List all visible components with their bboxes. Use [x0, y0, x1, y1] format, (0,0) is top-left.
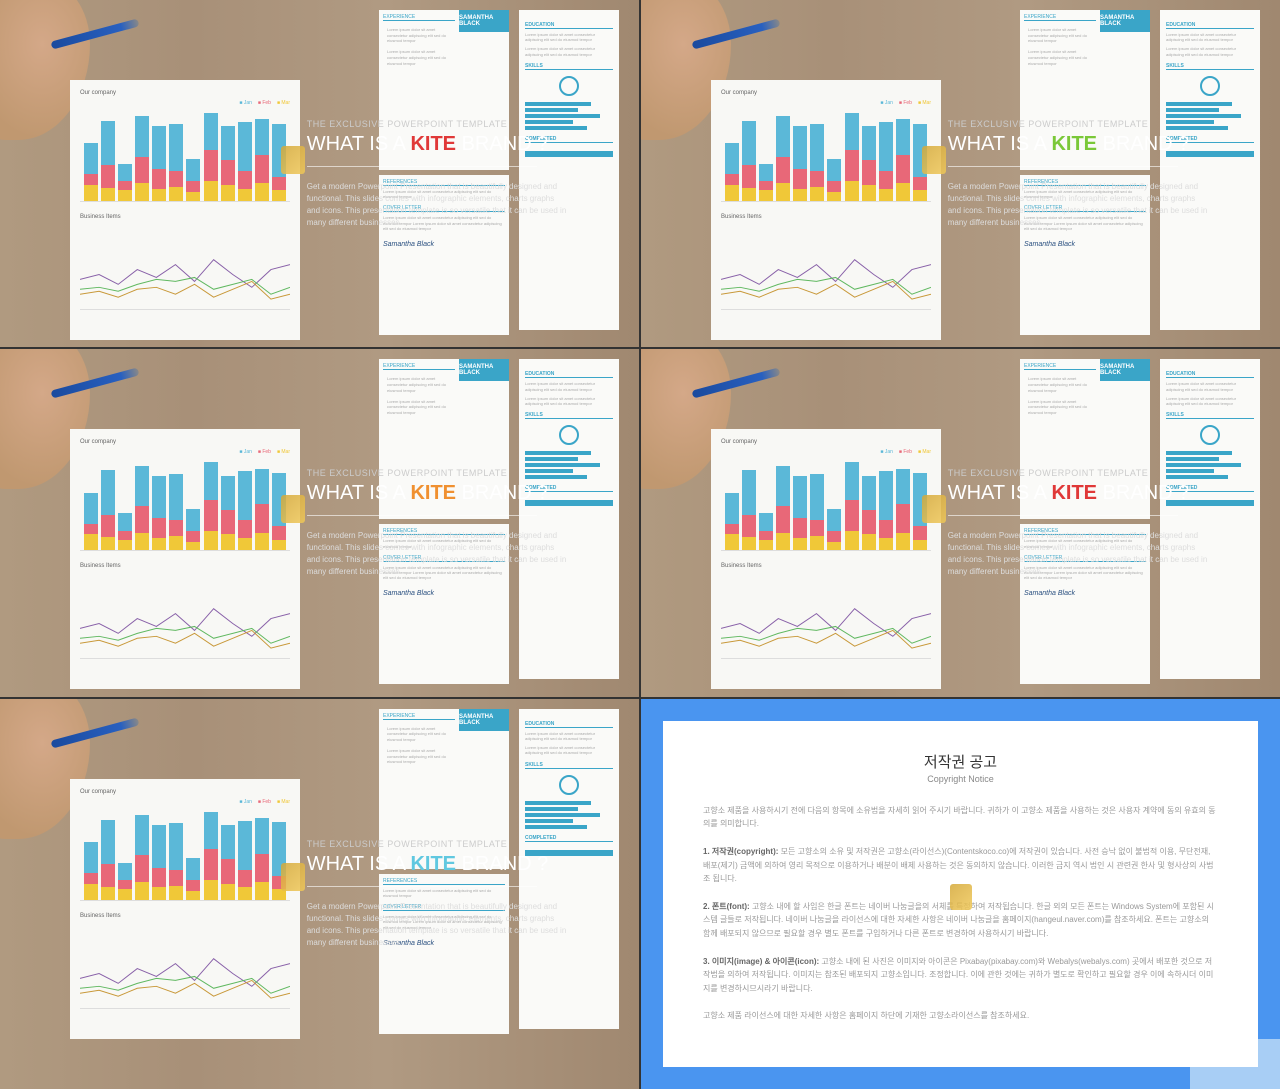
overlay-title: WHAT IS A KITE BRAND ? [948, 482, 1248, 505]
text-overlay: THE EXCLUSIVE POWERPOINT TEMPLATE WHAT I… [641, 0, 1280, 347]
text-overlay: THE EXCLUSIVE POWERPOINT TEMPLATE WHAT I… [641, 349, 1280, 696]
overlay-body: Get a modern Powerpoint Presentation tha… [307, 530, 567, 578]
overlay-body: Get a modern Powerpoint Presentation tha… [948, 181, 1208, 229]
notice-footer: 고향소 제품 라이선스에 대한 자세한 사항은 홈페이지 하단에 기재한 고향소… [703, 1009, 1218, 1023]
overlay-subtitle: THE EXCLUSIVE POWERPOINT TEMPLATE [307, 839, 607, 849]
overlay-title: WHAT IS A KITE BRAND ? [307, 853, 607, 876]
notice-subtitle: Copyright Notice [703, 774, 1218, 784]
slide-4: Our company Jan Feb Mar [641, 349, 1280, 696]
overlay-subtitle: THE EXCLUSIVE POWERPOINT TEMPLATE [948, 119, 1248, 129]
slide-5: Our company Jan Feb Mar [0, 699, 639, 1089]
overlay-body: Get a modern Powerpoint Presentation tha… [307, 901, 567, 949]
slide-3: Our company Jan Feb Mar [0, 349, 639, 696]
notice-box: 저작권 공고 Copyright Notice 고향소 제품을 사용하시기 전에… [663, 721, 1258, 1067]
notice-section-image: 3. 이미지(image) & 아이콘(icon): 고향소 내에 된 사진은 … [703, 955, 1218, 996]
overlay-subtitle: THE EXCLUSIVE POWERPOINT TEMPLATE [307, 468, 607, 478]
text-overlay: THE EXCLUSIVE POWERPOINT TEMPLATE WHAT I… [0, 349, 639, 696]
slide-notice: 저작권 공고 Copyright Notice 고향소 제품을 사용하시기 전에… [641, 699, 1280, 1089]
overlay-title: WHAT IS A KITE BRAND ? [307, 482, 607, 505]
notice-title: 저작권 공고 [703, 751, 1218, 772]
overlay-subtitle: THE EXCLUSIVE POWERPOINT TEMPLATE [948, 468, 1248, 478]
text-overlay: THE EXCLUSIVE POWERPOINT TEMPLATE WHAT I… [0, 699, 639, 1089]
overlay-subtitle: THE EXCLUSIVE POWERPOINT TEMPLATE [307, 119, 607, 129]
slide-1: Our company Jan Feb Mar [0, 0, 639, 347]
overlay-body: Get a modern Powerpoint Presentation tha… [948, 530, 1208, 578]
notice-intro: 고향소 제품을 사용하시기 전에 다음의 항목에 소유법을 자세히 읽어 주시기… [703, 804, 1218, 831]
notice-section-copyright: 1. 저작권(copyright): 모든 고향소의 소유 및 저작권은 고향소… [703, 845, 1218, 886]
overlay-body: Get a modern Powerpoint Presentation tha… [307, 181, 567, 229]
logo-icon [950, 884, 972, 910]
text-overlay: THE EXCLUSIVE POWERPOINT TEMPLATE WHAT I… [0, 0, 639, 347]
overlay-title: WHAT IS A KITE BRAND ? [307, 133, 607, 156]
slide-2: Our company Jan Feb Mar [641, 0, 1280, 347]
overlay-title: WHAT IS A KITE BRAND ? [948, 133, 1248, 156]
